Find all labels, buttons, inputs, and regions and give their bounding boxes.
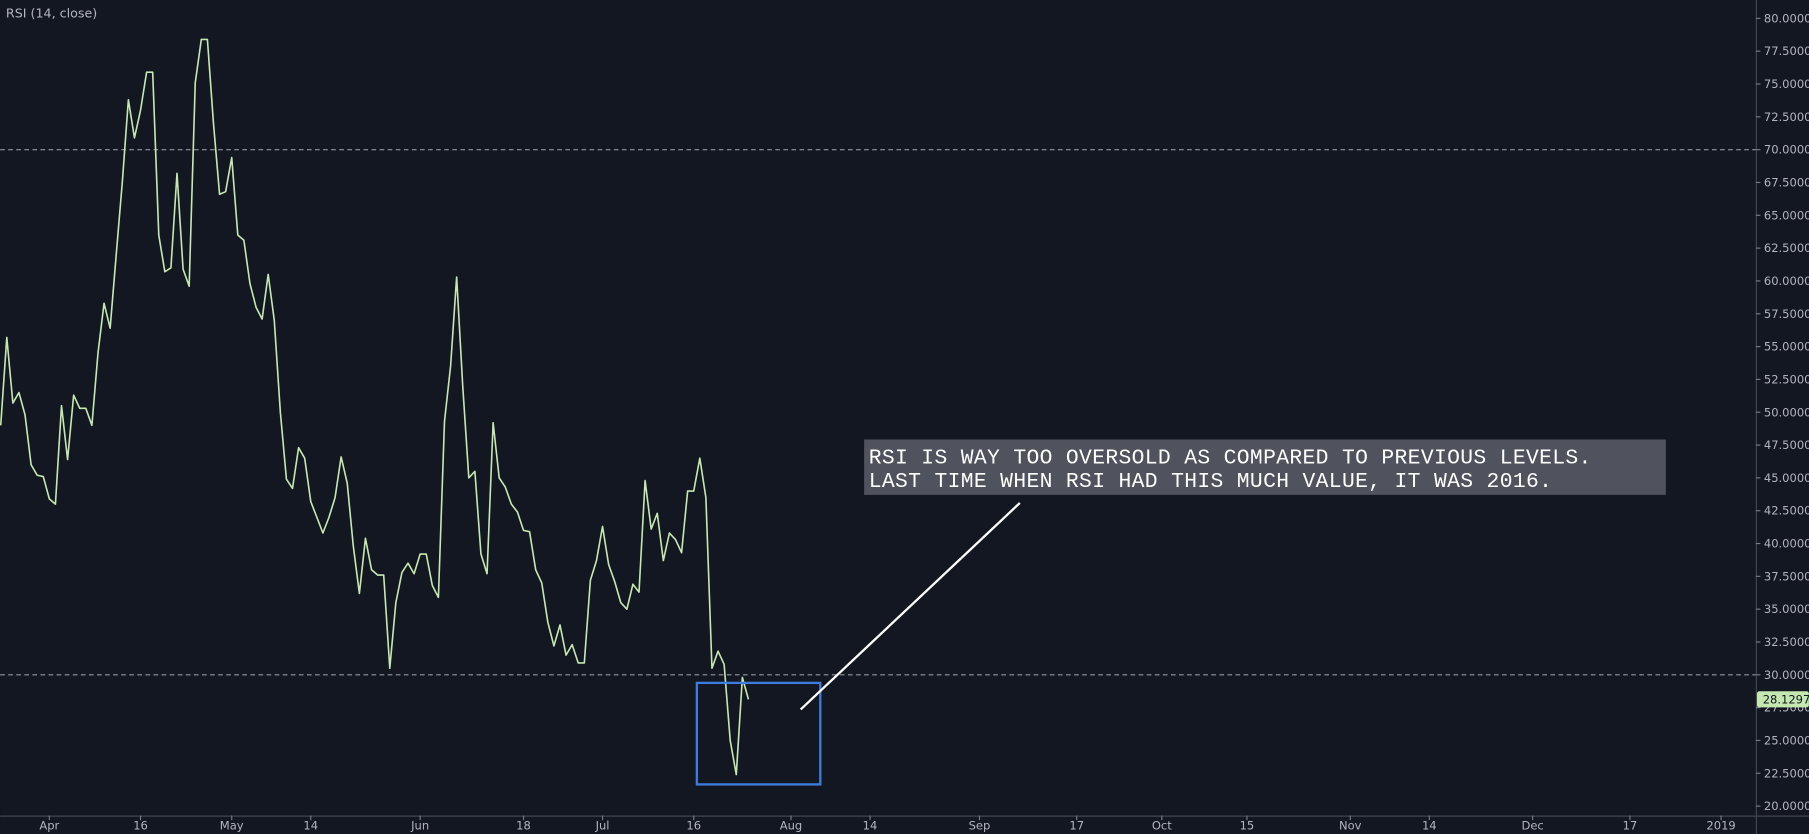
arrow-line bbox=[799, 502, 1021, 711]
x-tick-label: Oct bbox=[1152, 818, 1172, 832]
x-tick-label: 16 bbox=[133, 818, 148, 832]
y-tick-label: 55.0000 bbox=[1764, 340, 1809, 354]
y-tick-label: 32.5000 bbox=[1764, 635, 1809, 649]
x-tick-label: 17 bbox=[1069, 818, 1084, 832]
x-tick-label: Dec bbox=[1521, 818, 1543, 832]
y-tick-label: 65.0000 bbox=[1764, 208, 1809, 222]
y-tick-label: 30.0000 bbox=[1764, 668, 1809, 682]
y-tick-label: 25.0000 bbox=[1764, 733, 1809, 747]
last-value-label: 28.1297 bbox=[1763, 692, 1809, 706]
chart-title: RSI (14, close) bbox=[6, 5, 97, 20]
y-tick-label: 20.0000 bbox=[1764, 799, 1809, 813]
x-tick-label: Nov bbox=[1339, 818, 1362, 832]
y-tick-label: 75.0000 bbox=[1764, 77, 1809, 91]
x-tick-label: Aug bbox=[780, 818, 803, 832]
x-tick-label: May bbox=[220, 818, 244, 832]
x-tick-label: 2019 bbox=[1706, 818, 1735, 832]
x-tick-label: Jun bbox=[410, 818, 429, 832]
y-tick-label: 70.0000 bbox=[1764, 143, 1809, 157]
x-tick-label: Apr bbox=[39, 818, 59, 832]
y-tick-label: 37.5000 bbox=[1764, 569, 1809, 583]
y-tick-label: 52.5000 bbox=[1764, 372, 1809, 386]
x-tick-label: 14 bbox=[303, 818, 318, 832]
note-line: LAST TIME WHEN RSI HAD THIS MUCH VALUE, … bbox=[869, 470, 1553, 494]
y-tick-label: 47.5000 bbox=[1764, 438, 1809, 452]
y-tick-label: 45.0000 bbox=[1764, 471, 1809, 485]
rsi-line bbox=[0, 38, 750, 776]
y-tick-label: 42.5000 bbox=[1764, 504, 1809, 518]
y-tick-label: 72.5000 bbox=[1764, 110, 1809, 124]
last-value-badge bbox=[1756, 691, 1809, 708]
plot-area: 20.000022.500025.000027.500030.000032.50… bbox=[0, 11, 1809, 832]
y-tick-label: 40.0000 bbox=[1764, 537, 1809, 551]
x-tick-label: Sep bbox=[969, 818, 991, 832]
x-tick-label: 14 bbox=[863, 818, 878, 832]
y-tick-label: 22.5000 bbox=[1764, 766, 1809, 780]
x-tick-label: Jul bbox=[595, 818, 610, 832]
note-line: RSI IS WAY TOO OVERSOLD AS COMPARED TO P… bbox=[869, 447, 1592, 471]
note-box bbox=[864, 439, 1666, 495]
y-tick-label: 35.0000 bbox=[1764, 602, 1809, 616]
x-tick-label: 18 bbox=[516, 818, 531, 832]
y-tick-label: 77.5000 bbox=[1764, 44, 1809, 58]
y-tick-label: 60.0000 bbox=[1764, 274, 1809, 288]
y-tick-label: 67.5000 bbox=[1764, 176, 1809, 190]
y-tick-label: 80.0000 bbox=[1764, 11, 1809, 25]
highlight-box bbox=[695, 681, 822, 786]
y-tick-label: 50.0000 bbox=[1764, 405, 1809, 419]
x-tick-label: 16 bbox=[686, 818, 701, 832]
x-tick-label: 14 bbox=[1422, 818, 1437, 832]
y-tick-label: 57.5000 bbox=[1764, 307, 1809, 321]
x-tick-label: 15 bbox=[1240, 818, 1255, 832]
y-tick-label: 62.5000 bbox=[1764, 241, 1809, 255]
x-tick-label: 17 bbox=[1623, 818, 1638, 832]
